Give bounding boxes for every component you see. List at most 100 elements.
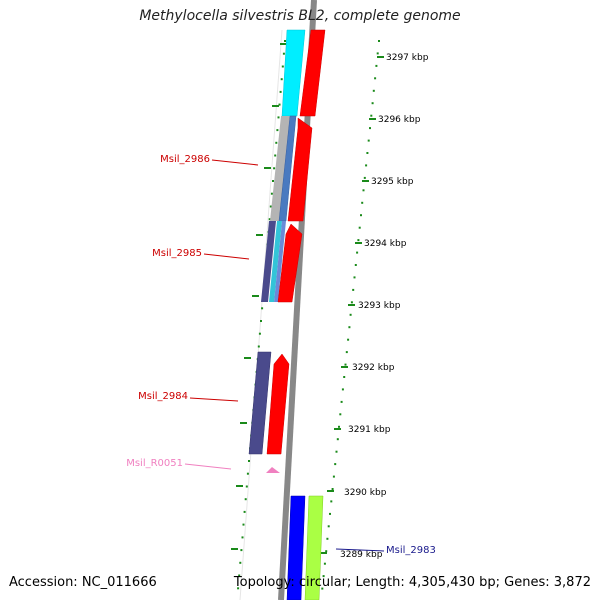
guide-dot bbox=[340, 400, 343, 403]
guide-dot bbox=[276, 129, 279, 132]
guide-dot bbox=[349, 313, 352, 316]
guide-dot bbox=[241, 536, 244, 539]
guide-dot bbox=[260, 320, 262, 322]
guide-dot bbox=[326, 537, 329, 540]
gene-label[interactable]: Msil_2985 bbox=[152, 248, 202, 259]
scale-ticks bbox=[320, 56, 384, 554]
gene-feature-lime[interactable] bbox=[304, 495, 324, 600]
guide-dot bbox=[366, 152, 369, 154]
scale-labels: 3297 kbp 3296 kbp 3295 kbp 3294 kbp 3293… bbox=[340, 53, 429, 560]
guide-dot bbox=[245, 485, 248, 488]
gene-label[interactable]: Msil_2983 bbox=[386, 545, 436, 556]
guide-dot bbox=[274, 154, 277, 157]
guide-dot bbox=[334, 463, 337, 466]
guide-dot bbox=[269, 205, 272, 208]
gene-label[interactable]: Msil_2984 bbox=[138, 391, 188, 402]
guide-dot bbox=[343, 376, 346, 378]
leader-lines bbox=[184, 159, 385, 552]
guide-dot bbox=[353, 276, 356, 279]
gene-feature-red-arrow[interactable] bbox=[266, 353, 290, 455]
guide-dot bbox=[341, 388, 344, 391]
guide-dot bbox=[323, 562, 326, 565]
guide-dot bbox=[339, 413, 342, 416]
guide-dot bbox=[352, 288, 355, 291]
gene-label[interactable]: Msil_R0051 bbox=[126, 458, 183, 469]
gene-feature-cyan-stripe[interactable] bbox=[269, 221, 282, 302]
scale-label: 3297 kbp bbox=[386, 53, 429, 63]
guide-dot bbox=[361, 201, 364, 204]
gene-feature-blue[interactable] bbox=[286, 495, 306, 600]
guide-dot bbox=[280, 78, 283, 81]
guide-dot bbox=[275, 141, 278, 144]
scale-label: 3293 kbp bbox=[358, 301, 401, 311]
guide-dot bbox=[360, 214, 362, 217]
guide-dot bbox=[321, 587, 324, 590]
guide-dot bbox=[325, 550, 328, 553]
scale-label: 3291 kbp bbox=[348, 425, 391, 435]
guide-dot bbox=[331, 488, 334, 490]
guide-dot bbox=[242, 523, 245, 526]
guide-dot bbox=[270, 192, 273, 195]
scale-label: 3290 kbp bbox=[344, 488, 387, 498]
guide-dot bbox=[335, 450, 338, 453]
guide-dot bbox=[277, 116, 280, 119]
accession-label: Accession: NC_011666 bbox=[9, 575, 157, 590]
guide-dot bbox=[372, 89, 375, 92]
guide-dot bbox=[282, 52, 285, 55]
genome-summary: Topology: circular; Length: 4,305,430 bp… bbox=[233, 575, 591, 590]
guide-dot bbox=[348, 326, 351, 329]
guide-dot bbox=[281, 65, 284, 68]
scale-label: 3294 kbp bbox=[364, 239, 407, 249]
guide-dot bbox=[347, 338, 350, 341]
gene-feature-purple[interactable] bbox=[248, 351, 272, 455]
guide-dot bbox=[376, 52, 379, 55]
gene-feature-red[interactable] bbox=[299, 29, 326, 117]
guide-dot bbox=[238, 574, 241, 577]
guide-dot bbox=[356, 251, 359, 254]
guide-dot bbox=[375, 64, 378, 67]
guide-dot bbox=[378, 40, 380, 42]
gene-feature-red-arrow[interactable] bbox=[277, 223, 303, 303]
guide-dot bbox=[354, 264, 357, 266]
guide-dot bbox=[261, 307, 264, 310]
guide-dot bbox=[374, 77, 377, 80]
scale-label: 3296 kbp bbox=[378, 115, 421, 125]
scale-label: 3295 kbp bbox=[371, 177, 414, 187]
gene-label[interactable]: Msil_2986 bbox=[160, 154, 210, 165]
gene-feature-blue-stripe[interactable] bbox=[274, 221, 286, 302]
guide-dot bbox=[363, 176, 366, 179]
gene-labels: Msil_2986 Msil_2985 Msil_2984 Msil_R0051… bbox=[126, 154, 436, 556]
guide-dot bbox=[350, 301, 353, 304]
guide-dot bbox=[362, 189, 365, 192]
guide-dot bbox=[332, 475, 335, 478]
guide-dot bbox=[370, 114, 373, 117]
guide-dot bbox=[257, 345, 260, 348]
guide-dot bbox=[243, 510, 246, 513]
guide-dot bbox=[240, 549, 243, 552]
inner-ticks bbox=[231, 43, 287, 550]
guide-dot bbox=[239, 561, 242, 564]
guide-dot bbox=[278, 103, 281, 106]
guide-dot bbox=[327, 525, 330, 528]
guide-dot bbox=[371, 102, 374, 105]
gene-features bbox=[248, 29, 326, 600]
guide-dot bbox=[246, 472, 249, 475]
gene-feature-grey[interactable] bbox=[270, 116, 290, 221]
guide-dot bbox=[365, 164, 368, 167]
guide-dot bbox=[322, 575, 325, 578]
guide-dot bbox=[244, 498, 247, 501]
guide-dot bbox=[367, 139, 370, 142]
gene-feature-cyan[interactable] bbox=[281, 29, 306, 117]
guide-dot bbox=[279, 90, 282, 93]
gene-feature-red-arrow[interactable] bbox=[287, 117, 313, 222]
gene-feature-purple[interactable] bbox=[261, 221, 276, 302]
guide-dot bbox=[237, 587, 240, 590]
guide-dot bbox=[273, 167, 276, 170]
guide-dot bbox=[284, 40, 286, 42]
guide-dot bbox=[248, 460, 250, 462]
guide-dot bbox=[369, 127, 371, 130]
gene-feature-rna[interactable] bbox=[266, 467, 280, 473]
guide-dot bbox=[258, 332, 261, 335]
guide-dot bbox=[272, 180, 274, 182]
